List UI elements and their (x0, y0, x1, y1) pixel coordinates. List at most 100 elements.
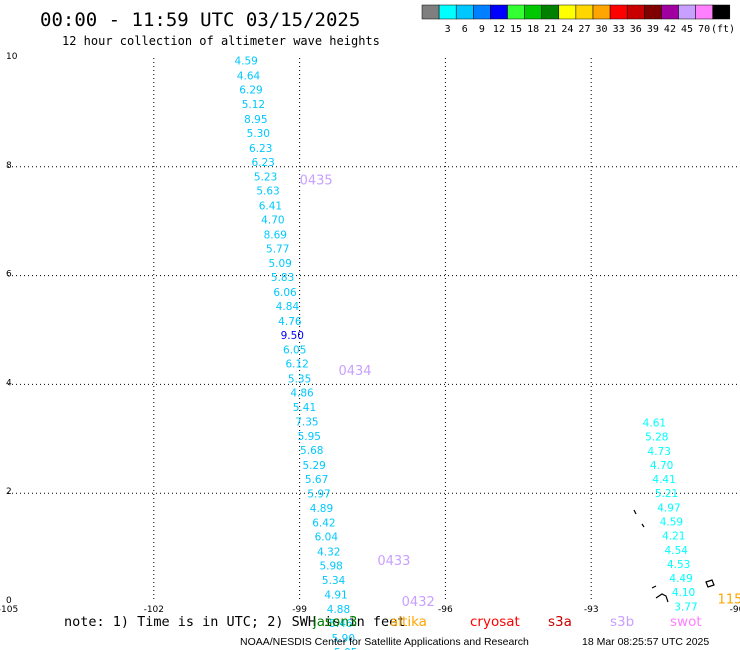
wave-height-label: 8.69 (264, 229, 287, 241)
wave-height-label: 5.30 (247, 128, 270, 140)
wave-height-label: 5.29 (302, 460, 325, 472)
wave-height-label: 6.04 (315, 532, 339, 544)
wave-height-label: 5.21 (655, 488, 678, 500)
legend-label: 27 (578, 24, 590, 35)
wave-height-label: 4.97 (657, 502, 680, 514)
wave-height-label: 6.12 (285, 359, 308, 371)
legend-swatch (558, 4, 577, 20)
satellite-label: s3b (610, 614, 634, 630)
wave-height-label: 7.35 (295, 416, 318, 428)
chart-title: 00:00 - 11:59 UTC 03/15/2025 (40, 9, 360, 31)
x-tick-label: -93 (584, 605, 599, 615)
wave-height-label: 5.67 (305, 474, 328, 486)
wave-height-label: 5.46 (329, 618, 353, 630)
satellite-label: altika (390, 614, 427, 630)
legend-label: 36 (630, 24, 642, 35)
wave-height-label: 5.09 (268, 258, 291, 270)
wave-height-label: 5.34 (322, 575, 346, 587)
wave-height-label: 5.97 (307, 489, 330, 501)
wave-height-label: 4.54 (665, 545, 689, 557)
y-tick-label: 6 (6, 270, 12, 280)
legend-swatch (592, 4, 611, 20)
wave-height-label: 5.28 (645, 432, 668, 444)
legend-swatch (678, 4, 696, 20)
legend-label: 18 (527, 24, 539, 35)
wave-height-label: 4.32 (317, 546, 340, 558)
y-tick-label: 4 (6, 378, 12, 388)
wave-height-label: 4.88 (327, 604, 350, 616)
wave-height-label: 4.84 (276, 301, 300, 313)
data-marks: 4.59 4.64 6.29 5.12 8.95 5.30 6.23 6.23 5.23 5.63… (234, 56, 697, 650)
wave-height-label: 4.91 (324, 589, 347, 601)
track-label: 0433 (377, 554, 410, 569)
wave-height-label: 4.59 (234, 56, 257, 68)
color-legend: 3 6 9 12 15 18 21 24 27 30 33 36 39 42 45 70 (421, 4, 731, 35)
legend-swatch (712, 4, 731, 20)
plot-grid (8, 58, 737, 602)
wave-height-label: 4.53 (667, 559, 690, 571)
y-tick-label: 2 (6, 487, 12, 497)
wave-height-label: 6.23 (251, 157, 274, 169)
satellite-legend: jason3 altika cryosat s3a s3b swot (312, 614, 702, 630)
satellite-label: jason3 (312, 614, 357, 630)
y-tick-label: 0 (6, 596, 12, 606)
legend-swatch (626, 4, 645, 20)
legend-swatch (473, 4, 491, 20)
legend-label: 30 (596, 24, 608, 35)
x-tick-label: -105 (0, 605, 18, 615)
wave-height-label: 4.70 (650, 460, 673, 472)
legend-swatch (421, 4, 440, 20)
wave-height-label: 4.76 (278, 316, 302, 328)
legend-label: 3 (445, 24, 451, 35)
y-tick-label: 10 (6, 52, 18, 62)
satellite-label: swot (670, 614, 702, 630)
wave-height-label: 4.73 (648, 446, 671, 458)
wave-height-label: 5.68 (300, 445, 323, 457)
legend-label: 24 (561, 24, 573, 35)
legend-label: 33 (613, 24, 625, 35)
y-tick-label: 8 (6, 161, 12, 171)
legend-unit: (ft) (711, 24, 735, 35)
legend-label: 42 (664, 24, 676, 35)
x-tick-label: -90 (730, 605, 740, 615)
satellite-label: s3a (548, 614, 572, 630)
wave-height-label: 5.05 (334, 647, 357, 650)
wave-height-label: 4.41 (652, 474, 675, 486)
wave-height-label: 6.41 (259, 200, 282, 212)
track-label: 0432 (402, 595, 435, 610)
legend-swatch (609, 4, 628, 20)
wave-height-label: 5.98 (319, 561, 342, 573)
legend-swatch (490, 4, 508, 20)
x-tick-label: -99 (292, 605, 307, 615)
track-labels: 0435 0434 0433 0432 115 (300, 173, 740, 610)
wave-height-label: 4.64 (237, 70, 261, 82)
wave-height-label: 5.23 (254, 172, 277, 184)
wave-height-label: 5.41 (293, 402, 316, 414)
wave-height-label: 4.10 (672, 587, 695, 599)
x-tick-label: -102 (144, 605, 164, 615)
wave-height-label: 5.90 (332, 633, 355, 645)
wave-height-label: 5.12 (242, 99, 265, 111)
axis-ticks: -105 -102 -99 -96 -93 -90 0 2 4 6 8 10 (0, 52, 740, 615)
wave-height-label: 5.63 (256, 186, 279, 198)
legend-label: 12 (493, 24, 505, 35)
wave-height-label: 5.95 (298, 431, 321, 443)
wave-height-label: 4.59 (660, 516, 683, 528)
legend-swatch (661, 4, 679, 20)
wave-height-label: 6.05 (283, 345, 306, 357)
track-label: 0434 (338, 364, 371, 379)
wave-height-label: 5.35 (288, 373, 311, 385)
wave-height-label: 6.29 (239, 85, 262, 97)
wave-height-label: 4.70 (261, 215, 284, 227)
footer-credit: NOAA/NESDIS Center for Satellite Applica… (240, 636, 529, 648)
footer-timestamp: 18 Mar 08:25:57 UTC 2025 (582, 636, 709, 648)
track-label: 0435 (300, 173, 333, 188)
legend-swatch (438, 4, 457, 20)
wave-height-label: 6.42 (312, 518, 335, 530)
wave-height-label: 3.77 (674, 601, 697, 613)
legend-label: 39 (647, 24, 659, 35)
wave-height-label: 9.50 (281, 330, 304, 342)
legend-label: 6 (462, 24, 468, 35)
